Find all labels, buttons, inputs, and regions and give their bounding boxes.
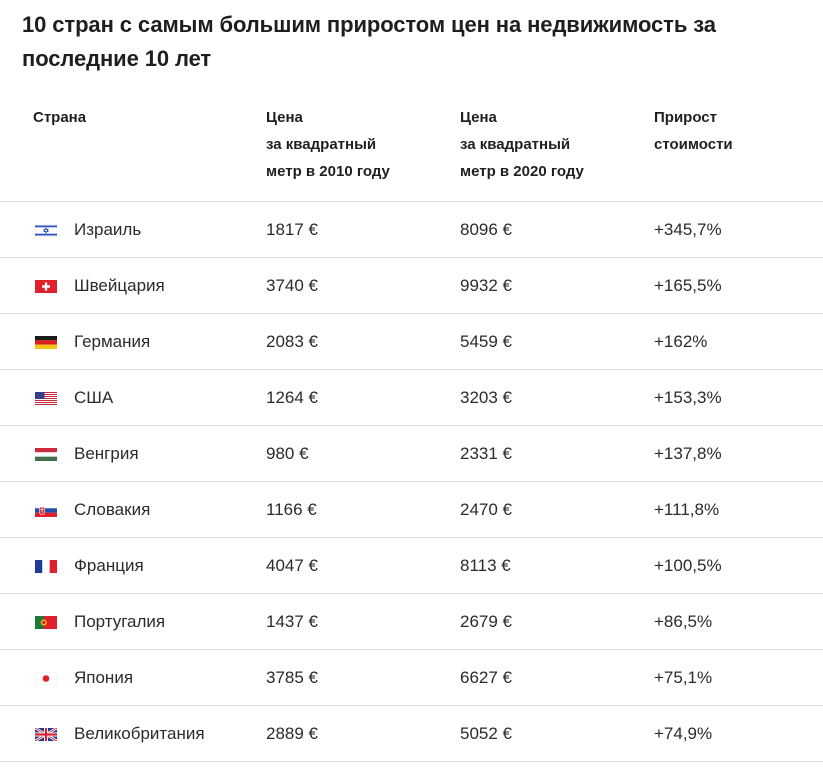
- switzerland-flag-icon: [35, 280, 57, 293]
- price-2020: 5459 €: [460, 332, 512, 351]
- table-row: Венгрия 980 € 2331 € +137,8%: [0, 425, 823, 481]
- growth-value: +162%: [654, 332, 708, 351]
- growth-value: +153,3%: [654, 388, 722, 407]
- price-2020: 8096 €: [460, 220, 512, 239]
- column-header-price-2010: Цена за квадратный метр в 2010 году: [266, 109, 390, 180]
- column-header-growth: Прирост стоимости: [654, 109, 733, 153]
- country-name: Великобритания: [74, 724, 205, 743]
- country-name: Германия: [74, 332, 151, 351]
- table-row: США 1264 € 3203 € +153,3%: [0, 369, 823, 425]
- table-body: Израиль 1817 € 8096 € +345,7% Швейцария …: [0, 201, 823, 762]
- price-2020: 3203 €: [460, 388, 512, 407]
- country-name: США: [74, 388, 114, 407]
- hungary-flag-icon: [35, 448, 57, 461]
- france-flag-icon: [35, 560, 57, 573]
- price-2020: 2331 €: [460, 444, 512, 463]
- price-2010: 1437 €: [266, 612, 318, 631]
- growth-value: +74,9%: [654, 724, 713, 743]
- price-2020: 9932 €: [460, 276, 512, 295]
- growth-value: +86,5%: [654, 612, 713, 631]
- table-row: Словакия 1166 € 2470 € +111,8%: [0, 481, 823, 537]
- price-2010: 4047 €: [266, 556, 318, 575]
- price-2020: 8113 €: [460, 556, 511, 575]
- growth-value: +137,8%: [654, 444, 722, 463]
- price-2010: 3740 €: [266, 276, 318, 295]
- country-name: Словакия: [74, 500, 151, 519]
- price-2010: 1166 €: [266, 500, 317, 519]
- table-row: Израиль 1817 € 8096 € +345,7%: [0, 201, 823, 257]
- table-row: Швейцария 3740 € 9932 € +165,5%: [0, 257, 823, 313]
- country-name: Португалия: [74, 612, 166, 631]
- price-2010: 1817 €: [266, 220, 318, 239]
- price-2010: 1264 €: [266, 388, 318, 407]
- country-name: Франция: [74, 556, 144, 575]
- table-header: Страна Цена за квадратный метр в 2010 го…: [0, 104, 823, 194]
- table-row: Великобритания 2889 € 5052 € +74,9%: [0, 705, 823, 762]
- slovakia-flag-icon: [35, 504, 57, 517]
- table-row: Япония 3785 € 6627 € +75,1%: [0, 649, 823, 705]
- growth-value: +111,8%: [654, 500, 720, 519]
- portugal-flag-icon: [35, 616, 57, 629]
- price-2010: 3785 €: [266, 668, 318, 687]
- price-2010: 2083 €: [266, 332, 318, 351]
- growth-value: +345,7%: [654, 220, 722, 239]
- country-name: Израиль: [74, 220, 142, 239]
- country-name: Венгрия: [74, 444, 139, 463]
- growth-value: +100,5%: [654, 556, 722, 575]
- price-2020: 5052 €: [460, 724, 512, 743]
- usa-flag-icon: [35, 392, 57, 405]
- country-name: Швейцария: [74, 276, 165, 295]
- uk-flag-icon: [35, 728, 57, 741]
- growth-value: +75,1%: [654, 668, 713, 687]
- price-2020: 6627 €: [460, 668, 512, 687]
- price-2010: 2889 €: [266, 724, 318, 743]
- table-row: Франция 4047 € 8113 € +100,5%: [0, 537, 823, 593]
- israel-flag-icon: [35, 224, 57, 237]
- country-name: Япония: [74, 668, 134, 687]
- japan-flag-icon: [35, 672, 57, 685]
- price-2020: 2470 €: [460, 500, 512, 519]
- page-title: 10 стран с самым большим приростом цен н…: [22, 12, 716, 71]
- column-header-price-2020: Цена за квадратный метр в 2020 году: [460, 109, 584, 180]
- price-2020: 2679 €: [460, 612, 512, 631]
- table-row: Германия 2083 € 5459 € +162%: [0, 313, 823, 369]
- price-2010: 980 €: [266, 444, 309, 463]
- column-header-country: Страна: [33, 109, 87, 126]
- growth-value: +165,5%: [654, 276, 722, 295]
- germany-flag-icon: [35, 336, 57, 349]
- table-row: Португалия 1437 € 2679 € +86,5%: [0, 593, 823, 649]
